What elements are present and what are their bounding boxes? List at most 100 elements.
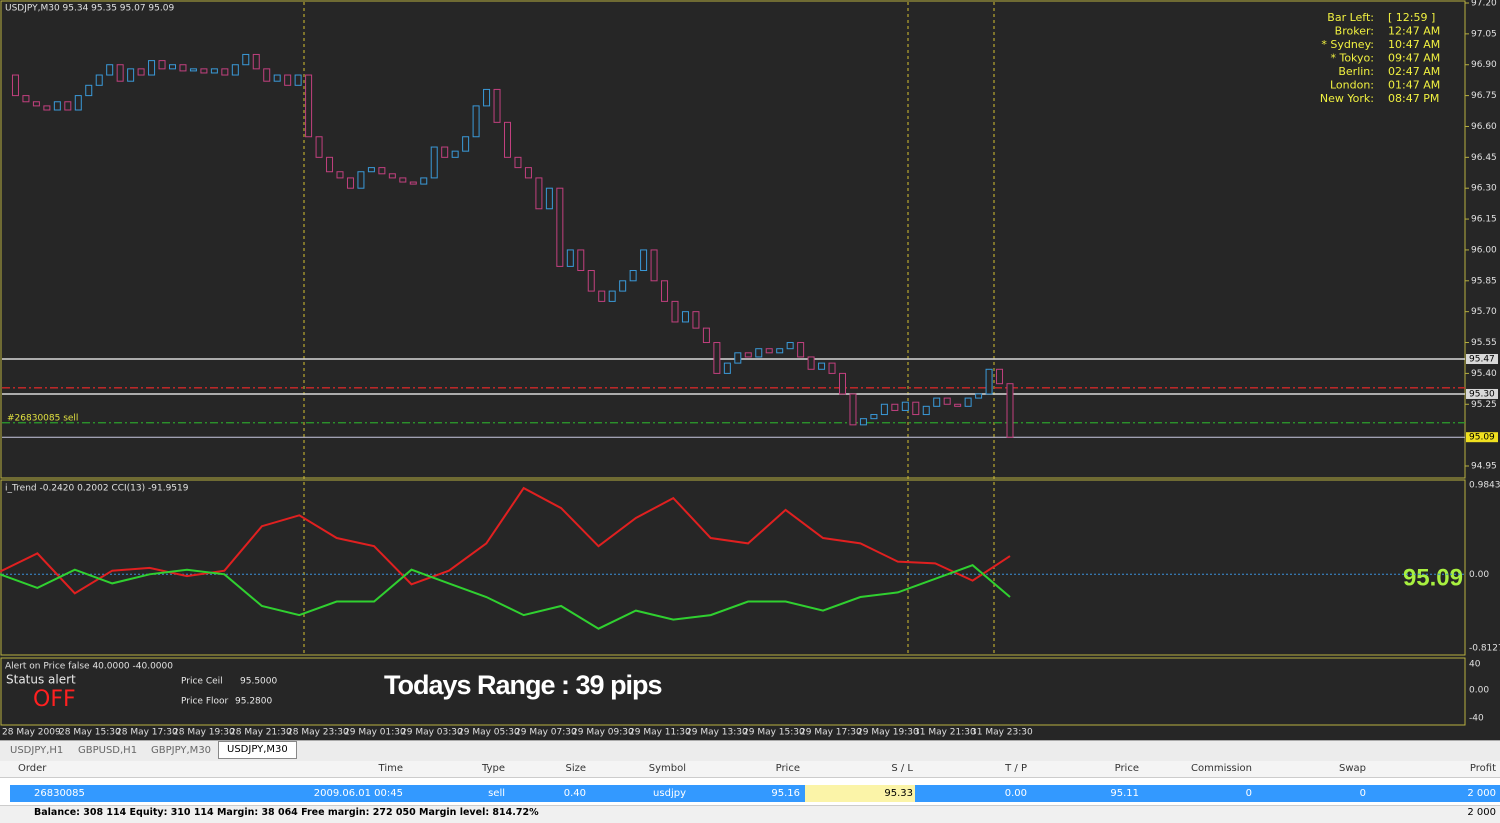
candle [943, 397, 951, 405]
time-label: 28 May 19:30 [173, 728, 235, 738]
header-cell: Swap [1338, 763, 1366, 774]
clock-label: Bar Left: [1327, 11, 1374, 24]
header-cell: Price [775, 763, 800, 774]
candle [577, 249, 585, 272]
ceil-label: Price Ceil [181, 677, 223, 687]
price-tick-label: 94.95 [1471, 462, 1497, 472]
symbol-header: USDJPY,M30 95.34 95.35 95.07 95.09 [5, 4, 174, 14]
candle [95, 74, 103, 86]
candle [326, 156, 334, 173]
candle [127, 68, 135, 82]
time-label: 29 May 05:30 [458, 728, 520, 738]
candle [53, 101, 61, 111]
order-cell: 95.11 [1110, 788, 1139, 799]
order-cell: 26830085 [34, 788, 85, 799]
alert-tick: 40 [1469, 660, 1481, 670]
candle [315, 136, 323, 158]
candle [702, 327, 710, 344]
order-row[interactable] [10, 785, 1500, 802]
candle [744, 352, 752, 358]
candle [399, 177, 407, 183]
order-cell: 95.33 [884, 788, 913, 799]
candle [598, 290, 606, 302]
candle [378, 167, 386, 175]
time-label: 28 May 17:30 [116, 728, 178, 738]
candle [483, 88, 491, 107]
candle [891, 403, 899, 411]
time-label: 29 May 09:30 [572, 728, 634, 738]
level-label: 95.30 [1469, 389, 1495, 399]
main-pane [0, 0, 1466, 479]
chart-tab[interactable]: GBPJPY,M30 [151, 745, 212, 756]
candle [671, 300, 679, 323]
candle [200, 68, 208, 74]
clock-value: 01:47 AM [1388, 79, 1440, 92]
clock-label: London: [1330, 79, 1374, 92]
candle [169, 64, 176, 70]
alert-pane [0, 657, 1466, 726]
candle [273, 74, 281, 82]
candle [776, 348, 784, 354]
candle [11, 74, 19, 97]
candle [43, 105, 51, 111]
candle [818, 362, 826, 370]
candle [116, 64, 124, 82]
total-profit: 2 000 [1467, 807, 1496, 818]
time-label: 31 May 21:30 [914, 728, 976, 738]
candle [880, 403, 888, 416]
candle [650, 249, 658, 282]
candle [294, 74, 302, 86]
candle [242, 53, 250, 66]
order-cell: 0.40 [563, 788, 586, 799]
sl-highlight [805, 785, 915, 802]
time-label: 28 May 23:30 [287, 728, 349, 738]
candle [975, 393, 983, 399]
candle [336, 171, 344, 179]
candle [74, 95, 82, 111]
chart-tab[interactable]: GBPUSD,H1 [78, 745, 138, 756]
candle [692, 311, 700, 329]
candle [493, 88, 501, 123]
candle [32, 101, 40, 107]
candle [420, 177, 428, 185]
clock-value: 12:47 AM [1388, 25, 1440, 38]
candle [535, 177, 543, 210]
candle [231, 64, 239, 76]
candle [441, 146, 449, 158]
time-label: 29 May 15:30 [743, 728, 805, 738]
time-label: 28 May 15:30 [59, 728, 121, 738]
header-cell: Time [378, 763, 403, 774]
clock-value: 10:47 AM [1388, 38, 1440, 51]
status-value: OFF [33, 687, 76, 712]
alert-tick: -40 [1469, 714, 1484, 724]
candle [430, 146, 438, 179]
clock-label: * Sydney: [1321, 38, 1374, 51]
trade-terminal: Order Time Type Size Symbol Price S / L T / P Pr… [0, 761, 1500, 823]
header-cell: S / L [891, 763, 913, 774]
todays-range: Todays Range : 39 pips [384, 670, 662, 700]
candle [629, 270, 637, 282]
chart-tab[interactable]: USDJPY,M30 [218, 741, 297, 759]
header-cell: Commission [1190, 763, 1252, 774]
ceil-value: 95.5000 [240, 677, 277, 687]
clock-label: Berlin: [1338, 65, 1374, 78]
candle [734, 352, 742, 364]
candle [305, 74, 313, 138]
chart-tab[interactable]: USDJPY,H1 [10, 745, 64, 756]
candle [556, 187, 564, 267]
header-cell: T / P [1005, 763, 1027, 774]
clock-value: 09:47 AM [1388, 52, 1440, 65]
candle [765, 348, 773, 354]
candle [566, 249, 574, 267]
indicator-tick-label: -0.8127 [1469, 644, 1500, 654]
level-box [1466, 353, 1498, 364]
floor-value: 95.2800 [235, 697, 272, 707]
candle [451, 150, 459, 158]
clock-value: [ 12:59 ] [1388, 11, 1435, 24]
indicator-header: i_Trend -0.2420 0.2002 CCI(13) -91.9519 [5, 484, 189, 494]
candle [85, 84, 93, 97]
price-tick-label: 95.55 [1471, 338, 1497, 348]
candle [912, 401, 920, 416]
time-label: 29 May 13:30 [686, 728, 748, 738]
